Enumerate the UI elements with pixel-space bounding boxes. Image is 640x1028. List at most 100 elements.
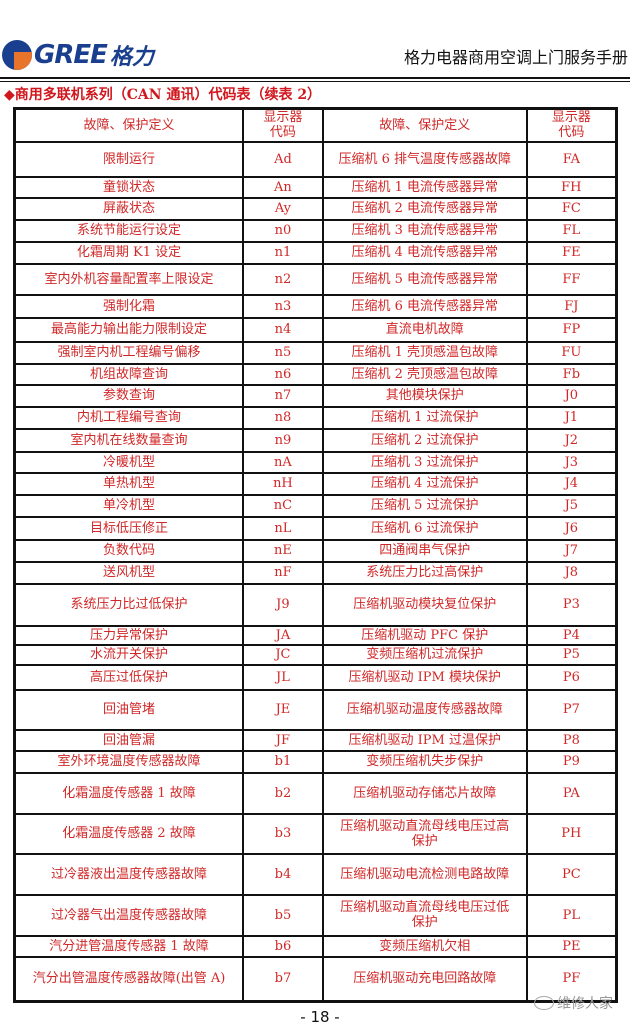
cell-definition: 压缩机驱动温度传感器故障 bbox=[321, 688, 528, 731]
cell-definition: 压缩机 5 过流保护 bbox=[321, 493, 528, 518]
cell-definition: 压缩机 2 过流保护 bbox=[321, 427, 528, 453]
table-row: 过冷器液出温度传感器故障 b4 压缩机驱动电流检测电路故障 PC bbox=[13, 852, 618, 896]
table-row: 系统压力比过低保护 J9 压缩机驱动模块复位保护 P3 bbox=[13, 582, 618, 627]
cell-definition: 压缩机 4 电流传感器异常 bbox=[321, 240, 528, 265]
table-row: 过冷器气出温度传感器故障 b5 压缩机驱动直流母线电压过低保护 PL bbox=[13, 893, 618, 937]
table-row: 冷暖机型 nA 压缩机 3 过流保护 J3 bbox=[13, 450, 618, 474]
cell-code: nE bbox=[242, 538, 324, 563]
logo-text: GREE bbox=[34, 40, 108, 70]
table-row: 童锁状态 An 压缩机 1 电流传感器异常 FH bbox=[13, 175, 618, 199]
cell-code: b3 bbox=[242, 812, 324, 855]
table-row: 室内机在线数量查询 n9 压缩机 2 过流保护 J2 bbox=[13, 427, 618, 453]
table-row: 限制运行 Ad 压缩机 6 排气温度传感器故障 FA bbox=[13, 140, 618, 178]
cell-definition: 压缩机驱动 IPM 过温保护 bbox=[321, 728, 528, 752]
cell-definition: 回油管漏 bbox=[13, 728, 245, 752]
table-row: 最高能力输出能力限制设定 n4 直流电机故障 FP bbox=[13, 316, 618, 343]
table-row: 室外环境温度传感器故障 b1 变频压缩机失步保护 P9 bbox=[13, 749, 618, 774]
cell-code: JA bbox=[242, 624, 324, 646]
table-row: 单冷机型 nC 压缩机 5 过流保护 J5 bbox=[13, 493, 618, 518]
cell-code: PL bbox=[525, 893, 618, 937]
cell-code: J0 bbox=[525, 383, 618, 408]
cell-definition: 限制运行 bbox=[13, 140, 245, 178]
cell-code: JC bbox=[242, 643, 324, 666]
page-number: - 18 - bbox=[300, 1008, 340, 1026]
cell-code: P9 bbox=[525, 749, 618, 774]
cell-definition: 压缩机驱动电流检测电路故障 bbox=[321, 852, 528, 896]
cell-definition: 压缩机驱动 IPM 模块保护 bbox=[321, 663, 528, 691]
cell-definition: 压缩机 6 排气温度传感器故障 bbox=[321, 140, 528, 178]
cell-code: n9 bbox=[242, 427, 324, 453]
cell-definition: 屏蔽状态 bbox=[13, 196, 245, 221]
gree-logo: GREE 格力 bbox=[2, 38, 154, 72]
table-row: 水流开关保护 JC 变频压缩机过流保护 P5 bbox=[13, 643, 618, 666]
cell-code: J4 bbox=[525, 471, 618, 496]
header-code-1: 显示器代码 bbox=[242, 107, 324, 143]
cell-code: P6 bbox=[525, 663, 618, 691]
cell-definition: 变频压缩机欠相 bbox=[321, 934, 528, 958]
cell-definition: 变频压缩机失步保护 bbox=[321, 749, 528, 774]
cell-definition: 压缩机 6 电流传感器异常 bbox=[321, 293, 528, 319]
watermark-text: 维修人家 bbox=[557, 996, 613, 1012]
cell-definition: 室外环境温度传感器故障 bbox=[13, 749, 245, 774]
table-row: 室内外机容量配置率上限设定 n2 压缩机 5 电流传感器异常 FF bbox=[13, 262, 618, 296]
table-row: 参数查询 n7 其他模块保护 J0 bbox=[13, 383, 618, 408]
cell-definition: 强制室内机工程编号偏移 bbox=[13, 340, 245, 365]
cell-code: PH bbox=[525, 812, 618, 855]
cell-definition: 机组故障查询 bbox=[13, 362, 245, 386]
table-row: 目标低压修正 nL 压缩机 6 过流保护 J6 bbox=[13, 515, 618, 541]
cell-code: PF bbox=[525, 955, 618, 1003]
cell-definition: 变频压缩机过流保护 bbox=[321, 643, 528, 666]
table-row: 负数代码 nE 四通阀串气保护 J7 bbox=[13, 538, 618, 563]
manual-title: 格力电器商用空调上门服务手册 bbox=[403, 48, 628, 67]
cell-code: J8 bbox=[525, 560, 618, 585]
table-row: 化霜周期 K1 设定 n1 压缩机 4 电流传感器异常 FE bbox=[13, 240, 618, 265]
watermark: 维修人家 bbox=[534, 993, 613, 1013]
cell-code: FA bbox=[525, 140, 618, 178]
cell-code: Ad bbox=[242, 140, 324, 178]
cell-definition: 高压过低保护 bbox=[13, 663, 245, 691]
cell-definition: 单热机型 bbox=[13, 471, 245, 496]
cell-definition: 压缩机驱动直流母线电压过高保护 bbox=[321, 812, 528, 855]
cell-definition: 冷暖机型 bbox=[13, 450, 245, 474]
cell-code: J3 bbox=[525, 450, 618, 474]
table-row: 强制室内机工程编号偏移 n5 压缩机 1 壳顶感温包故障 FU bbox=[13, 340, 618, 365]
cell-code: nF bbox=[242, 560, 324, 585]
cell-code: P4 bbox=[525, 624, 618, 646]
cell-code: n1 bbox=[242, 240, 324, 265]
cell-code: n4 bbox=[242, 316, 324, 343]
cell-code: n0 bbox=[242, 218, 324, 243]
cell-definition: 压缩机 3 电流传感器异常 bbox=[321, 218, 528, 243]
cell-code: Ay bbox=[242, 196, 324, 221]
cell-definition: 过冷器气出温度传感器故障 bbox=[13, 893, 245, 937]
cell-definition: 压缩机 3 过流保护 bbox=[321, 450, 528, 474]
cell-code: P5 bbox=[525, 643, 618, 666]
cell-definition: 压缩机 5 电流传感器异常 bbox=[321, 262, 528, 296]
cell-definition: 化霜周期 K1 设定 bbox=[13, 240, 245, 265]
table-row: 化霜温度传感器 1 故障 b2 压缩机驱动存储芯片故障 PA bbox=[13, 771, 618, 815]
cell-code: nC bbox=[242, 493, 324, 518]
cell-code: PE bbox=[525, 934, 618, 958]
cell-definition: 水流开关保护 bbox=[13, 643, 245, 666]
cell-definition: 参数查询 bbox=[13, 383, 245, 408]
table-row: 单热机型 nH 压缩机 4 过流保护 J4 bbox=[13, 471, 618, 496]
cell-definition: 压缩机 6 过流保护 bbox=[321, 515, 528, 541]
cell-definition: 压缩机 1 壳顶感温包故障 bbox=[321, 340, 528, 365]
cell-code: J9 bbox=[242, 582, 324, 627]
cell-definition: 汽分出管温度传感器故障(出管 A) bbox=[13, 955, 245, 1003]
header-code-2: 显示器代码 bbox=[525, 107, 618, 143]
cell-definition: 最高能力输出能力限制设定 bbox=[13, 316, 245, 343]
cell-code: nA bbox=[242, 450, 324, 474]
table-row: 屏蔽状态 Ay 压缩机 2 电流传感器异常 FC bbox=[13, 196, 618, 221]
cell-definition: 回油管堵 bbox=[13, 688, 245, 731]
cell-code: b4 bbox=[242, 852, 324, 896]
logo-cn: 格力 bbox=[109, 44, 154, 70]
table-row: 化霜温度传感器 2 故障 b3 压缩机驱动直流母线电压过高保护 PH bbox=[13, 812, 618, 855]
cell-definition: 童锁状态 bbox=[13, 175, 245, 199]
cell-code: b2 bbox=[242, 771, 324, 815]
table-row: 系统节能运行设定 n0 压缩机 3 电流传感器异常 FL bbox=[13, 218, 618, 243]
cell-code: FH bbox=[525, 175, 618, 199]
cell-code: FU bbox=[525, 340, 618, 365]
cell-code: J6 bbox=[525, 515, 618, 541]
cell-code: P8 bbox=[525, 728, 618, 752]
header-definition-2: 故障、保护定义 bbox=[321, 107, 528, 143]
